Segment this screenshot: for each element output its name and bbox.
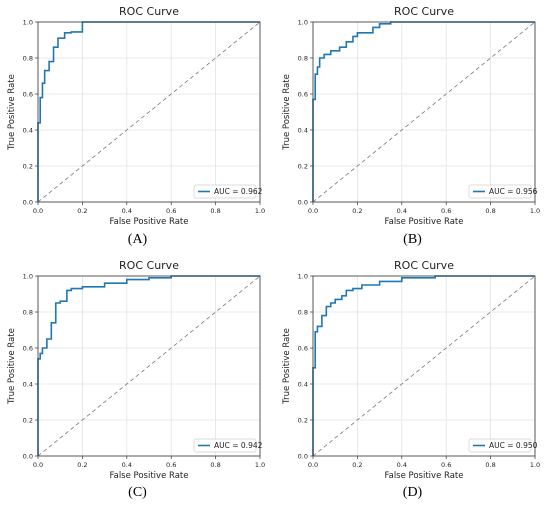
chart-title: ROC Curve: [394, 259, 454, 272]
y-tick-label: 1.0: [298, 18, 308, 26]
y-axis-label: True Positive Rate: [282, 328, 292, 405]
roc-curve-line: [312, 275, 535, 456]
y-tick-label: 0.8: [23, 54, 33, 62]
x-axis-label: False Positive Rate: [110, 217, 189, 227]
panel-label: (D): [402, 485, 423, 500]
panel-label: (C): [128, 485, 147, 500]
roc-panel-c: ROC Curve 0.0 0.2 0.4 0.6 0.8 1.0 0.0 0.2 0.4 0.6 0…: [0, 254, 275, 507]
roc-chart: ROC Curve 0.0 0.2 0.4 0.6 0.8 1.0 0.0 0.2 0.4 0.6 0…: [7, 5, 265, 227]
y-axis-label: True Positive Rate: [282, 74, 292, 151]
y-tick-label: 0.4: [23, 380, 33, 388]
y-tick-label: 0.6: [23, 344, 33, 352]
legend-entry: AUC = 0.942: [214, 441, 263, 450]
y-tick-label: 0.6: [23, 90, 33, 98]
panel-label: (A): [127, 232, 148, 247]
roc-curve-line: [312, 21, 535, 202]
roc-chart: ROC Curve 0.0 0.2 0.4 0.6 0.8 1.0 0.0 0.2 0.4 0.6 0…: [282, 5, 540, 227]
y-tick-label: 0.4: [23, 126, 33, 134]
y-tick-label: 0.8: [298, 308, 308, 316]
chance-line: [37, 275, 261, 457]
x-tick-label: 0.0: [33, 461, 43, 469]
x-tick-label: 0.2: [77, 461, 87, 469]
x-tick-label: 0.6: [166, 207, 176, 215]
chance-line: [37, 21, 261, 203]
x-tick-label: 1.0: [255, 207, 265, 215]
y-tick-label: 0.6: [298, 344, 308, 352]
x-axis-label: False Positive Rate: [385, 217, 464, 227]
roc-panel-d: ROC Curve 0.0 0.2 0.4 0.6 0.8 1.0 0.0 0.2 0.4 0.6 0…: [275, 254, 550, 507]
x-tick-label: 0.2: [352, 461, 362, 469]
x-axis-label: False Positive Rate: [385, 471, 464, 481]
x-tick-label: 0.8: [210, 207, 220, 215]
y-tick-label: 1.0: [23, 18, 33, 26]
y-tick-label: 0.8: [23, 308, 33, 316]
y-tick-label: 0.0: [23, 198, 33, 206]
chart-title: ROC Curve: [394, 5, 454, 18]
y-tick-label: 0.8: [298, 54, 308, 62]
x-tick-label: 0.4: [397, 461, 407, 469]
roc-panel-b: ROC Curve 0.0 0.2 0.4 0.6 0.8 1.0 0.0 0.2 0.4 0.6 0…: [275, 0, 550, 254]
x-tick-label: 0.6: [441, 461, 451, 469]
chart-title: ROC Curve: [119, 259, 179, 272]
x-tick-label: 0.4: [122, 461, 132, 469]
legend-entry: AUC = 0.962: [214, 187, 263, 196]
y-tick-label: 0.0: [298, 198, 308, 206]
legend-entry: AUC = 0.950: [489, 441, 538, 450]
x-tick-label: 1.0: [530, 461, 540, 469]
plot-frame: [37, 275, 261, 457]
y-axis-label: True Positive Rate: [7, 74, 17, 151]
x-tick-label: 0.0: [33, 207, 43, 215]
y-tick-label: 0.2: [23, 416, 33, 424]
y-tick-label: 0.2: [298, 162, 308, 170]
panel-label: (B): [403, 232, 422, 247]
x-tick-label: 0.2: [352, 207, 362, 215]
roc-curve-line: [37, 275, 260, 456]
y-tick-label: 0.0: [298, 452, 308, 460]
plot-frame: [312, 21, 536, 203]
x-tick-label: 0.8: [210, 461, 220, 469]
x-tick-label: 0.0: [308, 461, 318, 469]
x-tick-label: 0.0: [308, 207, 318, 215]
y-tick-label: 0.0: [23, 452, 33, 460]
legend-entry: AUC = 0.956: [489, 187, 538, 196]
y-axis-label: True Positive Rate: [7, 328, 17, 405]
y-tick-label: 1.0: [298, 272, 308, 280]
chart-title: ROC Curve: [119, 5, 179, 18]
plot-frame: [312, 275, 536, 457]
x-tick-label: 0.6: [441, 207, 451, 215]
y-tick-label: 0.6: [298, 90, 308, 98]
chance-line: [312, 275, 536, 457]
chance-line: [312, 21, 536, 203]
roc-panel-a: ROC Curve 0.0 0.2 0.4 0.6 0.8 1.0 0.0 0.2 0.4 0.6 0…: [0, 0, 275, 254]
legend-box: [468, 184, 532, 199]
legend-box: [468, 438, 532, 453]
x-tick-label: 0.2: [77, 207, 87, 215]
x-tick-label: 1.0: [530, 207, 540, 215]
roc-chart: ROC Curve 0.0 0.2 0.4 0.6 0.8 1.0 0.0 0.2 0.4 0.6 0…: [282, 259, 540, 481]
x-tick-label: 1.0: [255, 461, 265, 469]
y-tick-label: 0.4: [298, 380, 308, 388]
y-tick-label: 0.2: [298, 416, 308, 424]
legend-box: [193, 184, 257, 199]
roc-chart: ROC Curve 0.0 0.2 0.4 0.6 0.8 1.0 0.0 0.2 0.4 0.6 0…: [7, 259, 265, 481]
x-tick-label: 0.6: [166, 461, 176, 469]
plot-frame: [37, 21, 261, 203]
roc-curve-line: [37, 21, 260, 202]
x-tick-label: 0.8: [485, 207, 495, 215]
x-axis-label: False Positive Rate: [110, 471, 189, 481]
y-tick-label: 0.2: [23, 162, 33, 170]
x-tick-label: 0.8: [485, 461, 495, 469]
y-tick-label: 1.0: [23, 272, 33, 280]
y-tick-label: 0.4: [298, 126, 308, 134]
x-tick-label: 0.4: [397, 207, 407, 215]
legend-box: [193, 438, 257, 453]
x-tick-label: 0.4: [122, 207, 132, 215]
